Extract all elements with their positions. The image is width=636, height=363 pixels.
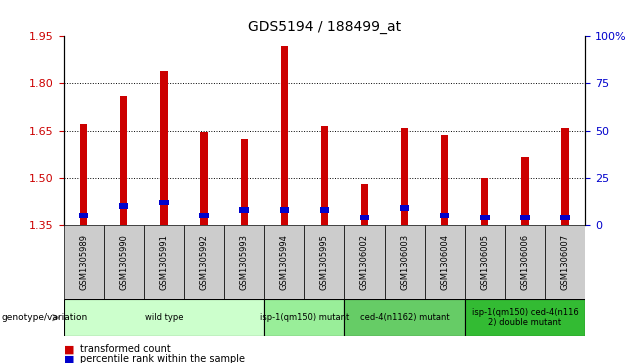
FancyBboxPatch shape <box>224 225 264 299</box>
FancyBboxPatch shape <box>425 225 465 299</box>
Bar <box>80 125 87 225</box>
Text: GSM1305993: GSM1305993 <box>240 234 249 290</box>
Text: GSM1305994: GSM1305994 <box>280 234 289 290</box>
FancyBboxPatch shape <box>144 225 184 299</box>
Text: wild type: wild type <box>144 313 183 322</box>
Text: GSM1305995: GSM1305995 <box>320 234 329 290</box>
Bar <box>200 132 207 225</box>
Text: transformed count: transformed count <box>80 344 170 354</box>
Text: GSM1306006: GSM1306006 <box>520 234 529 290</box>
FancyBboxPatch shape <box>64 225 104 299</box>
Bar <box>440 213 450 219</box>
Bar <box>280 46 288 225</box>
FancyBboxPatch shape <box>184 225 224 299</box>
Text: isp-1(qm150) ced-4(n116
2) double mutant: isp-1(qm150) ced-4(n116 2) double mutant <box>471 308 578 327</box>
FancyBboxPatch shape <box>64 299 264 336</box>
Bar <box>520 215 530 220</box>
Bar <box>361 184 368 225</box>
Bar <box>360 215 369 220</box>
FancyBboxPatch shape <box>264 299 345 336</box>
Text: GSM1305991: GSM1305991 <box>160 234 169 290</box>
Bar <box>481 178 488 225</box>
Bar <box>480 215 490 220</box>
Bar <box>320 207 329 213</box>
Bar <box>120 96 127 225</box>
Text: GSM1305990: GSM1305990 <box>120 234 128 290</box>
Bar <box>400 205 410 211</box>
Text: ced-4(n1162) mutant: ced-4(n1162) mutant <box>360 313 450 322</box>
Text: GSM1306007: GSM1306007 <box>560 234 570 290</box>
Text: GSM1306005: GSM1306005 <box>480 234 489 290</box>
FancyBboxPatch shape <box>465 299 585 336</box>
Text: ■: ■ <box>64 344 74 354</box>
FancyBboxPatch shape <box>104 225 144 299</box>
FancyBboxPatch shape <box>345 225 385 299</box>
Text: ■: ■ <box>64 354 74 363</box>
FancyBboxPatch shape <box>304 225 345 299</box>
Bar <box>199 213 209 219</box>
Bar <box>79 213 88 219</box>
FancyBboxPatch shape <box>545 225 585 299</box>
Bar <box>239 207 249 213</box>
Bar <box>522 158 529 225</box>
Title: GDS5194 / 188499_at: GDS5194 / 188499_at <box>248 20 401 34</box>
Text: isp-1(qm150) mutant: isp-1(qm150) mutant <box>259 313 349 322</box>
Bar <box>401 127 408 225</box>
Bar <box>562 127 569 225</box>
FancyBboxPatch shape <box>345 299 465 336</box>
Text: GSM1306003: GSM1306003 <box>400 234 409 290</box>
Text: percentile rank within the sample: percentile rank within the sample <box>80 354 244 363</box>
Text: GSM1305989: GSM1305989 <box>79 234 88 290</box>
Bar <box>159 200 169 205</box>
Bar <box>560 215 570 220</box>
Text: GSM1306002: GSM1306002 <box>360 234 369 290</box>
Bar <box>321 126 328 225</box>
Text: genotype/variation: genotype/variation <box>1 313 88 322</box>
Text: GSM1306004: GSM1306004 <box>440 234 449 290</box>
Bar <box>119 203 128 209</box>
Bar <box>240 139 248 225</box>
FancyBboxPatch shape <box>465 225 505 299</box>
Text: GSM1305992: GSM1305992 <box>200 234 209 290</box>
Bar <box>280 207 289 213</box>
FancyBboxPatch shape <box>385 225 425 299</box>
Bar <box>160 71 167 225</box>
FancyBboxPatch shape <box>264 225 304 299</box>
FancyBboxPatch shape <box>505 225 545 299</box>
Bar <box>441 135 448 225</box>
